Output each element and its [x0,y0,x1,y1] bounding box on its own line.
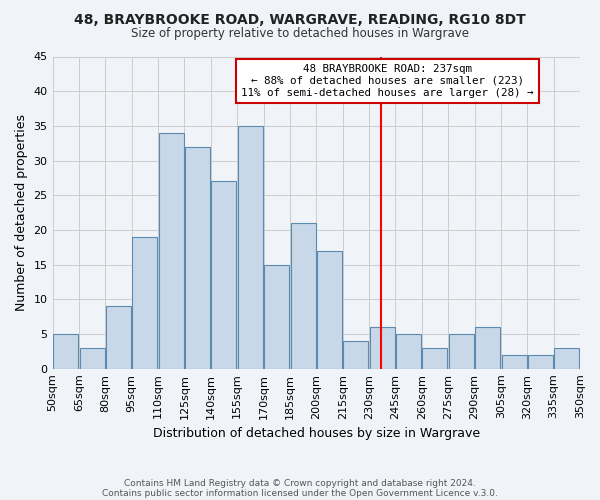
Bar [475,327,500,369]
Bar [185,146,210,369]
Bar [106,306,131,369]
Bar [211,182,236,369]
Bar [343,341,368,369]
Bar [449,334,474,369]
Text: Size of property relative to detached houses in Wargrave: Size of property relative to detached ho… [131,28,469,40]
Bar [159,133,184,369]
Bar [502,355,527,369]
Bar [290,223,316,369]
Bar [133,237,157,369]
X-axis label: Distribution of detached houses by size in Wargrave: Distribution of detached houses by size … [153,427,480,440]
Bar [422,348,448,369]
Text: Contains HM Land Registry data © Crown copyright and database right 2024.: Contains HM Land Registry data © Crown c… [124,478,476,488]
Bar [80,348,104,369]
Text: 48, BRAYBROOKE ROAD, WARGRAVE, READING, RG10 8DT: 48, BRAYBROOKE ROAD, WARGRAVE, READING, … [74,12,526,26]
Bar [396,334,421,369]
Bar [528,355,553,369]
Bar [317,251,342,369]
Bar [370,327,395,369]
Y-axis label: Number of detached properties: Number of detached properties [15,114,28,311]
Text: 48 BRAYBROOKE ROAD: 237sqm
← 88% of detached houses are smaller (223)
11% of sem: 48 BRAYBROOKE ROAD: 237sqm ← 88% of deta… [241,64,534,98]
Bar [53,334,78,369]
Bar [238,126,263,369]
Text: Contains public sector information licensed under the Open Government Licence v.: Contains public sector information licen… [102,488,498,498]
Bar [554,348,579,369]
Bar [264,264,289,369]
